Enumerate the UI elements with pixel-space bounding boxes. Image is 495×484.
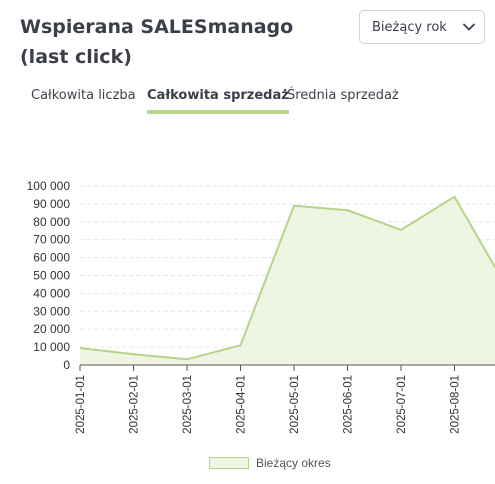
y-tick-label: 20 000 xyxy=(33,322,70,336)
x-tick-label: 2025-06-01 xyxy=(343,375,355,434)
x-tick-label: 2025-02-01 xyxy=(129,375,141,434)
y-tick-label: 30 000 xyxy=(33,304,70,318)
legend-swatch xyxy=(209,457,249,469)
period-select-value: Bieżący rok xyxy=(372,20,447,35)
x-tick-label: 2025-05-01 xyxy=(289,375,301,434)
chevron-down-icon xyxy=(463,23,475,31)
y-tick-label: 90 000 xyxy=(33,197,70,211)
sales-area-chart: 100 000 90 000 80 000 70 000 60 000 50 000 40 … xyxy=(27,179,495,434)
y-tick-label: 60 000 xyxy=(33,251,70,265)
series-area xyxy=(80,196,495,365)
widget-title: Wspierana SALESmanago (last click) xyxy=(20,16,294,68)
y-tick-label: 0 xyxy=(63,358,70,372)
x-tick-label: 2025-07-01 xyxy=(396,375,408,434)
x-tick-label: 2025-08-01 xyxy=(450,375,462,434)
tab-total-count[interactable]: Całkowita liczba xyxy=(31,88,136,103)
tab-average-sales[interactable]: Średnia sprzedaż xyxy=(287,88,399,103)
y-tick-label: 10 000 xyxy=(33,340,70,354)
y-tick-label: 70 000 xyxy=(33,233,70,247)
legend-label: Bieżący okres xyxy=(256,456,331,470)
y-tick-label: 40 000 xyxy=(33,286,70,300)
y-tick-label: 50 000 xyxy=(33,269,70,283)
y-tick-label: 80 000 xyxy=(33,215,70,229)
x-tick-label: 2025-04-01 xyxy=(236,375,248,434)
x-tick-label: 2025-01-01 xyxy=(75,375,87,434)
period-select[interactable]: Bieżący rok xyxy=(359,10,485,44)
series-line xyxy=(79,195,495,361)
tab-total-sales[interactable]: Całkowita sprzedaż xyxy=(147,86,289,114)
y-tick-label: 100 000 xyxy=(27,179,71,193)
x-tick-label: 2025-03-01 xyxy=(182,375,194,434)
